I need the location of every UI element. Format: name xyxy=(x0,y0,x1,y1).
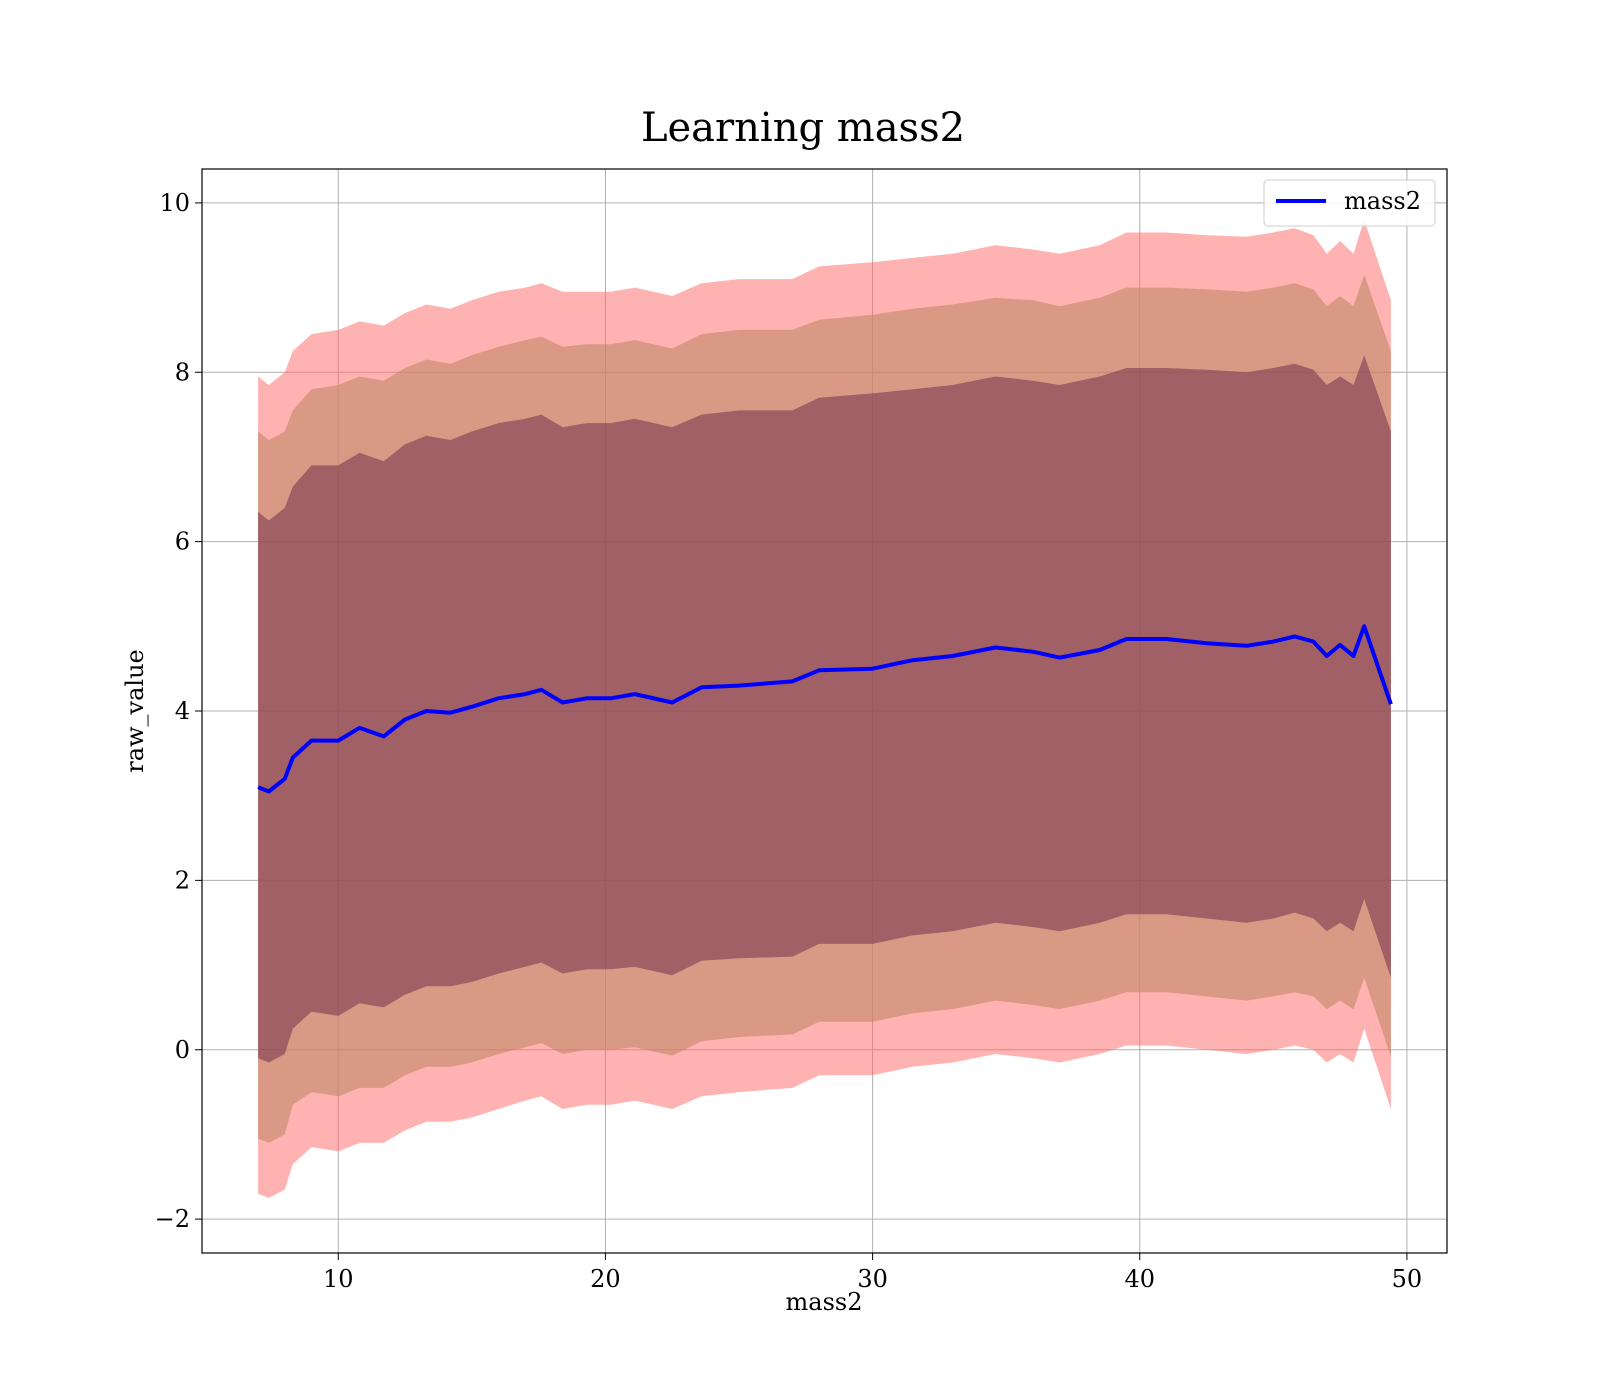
x-tick-label: 40 xyxy=(1124,1265,1155,1293)
x-tick-label: 50 xyxy=(1392,1265,1423,1293)
legend: mass2 xyxy=(1263,179,1436,227)
series-line-mass2 xyxy=(257,624,1393,794)
x-tick-label: 30 xyxy=(857,1265,888,1293)
chart-title: Learning mass2 xyxy=(641,105,965,151)
x-tick-label: 10 xyxy=(323,1265,354,1293)
series-lines xyxy=(257,624,1393,794)
y-tick-label: 2 xyxy=(175,866,190,894)
y-tick-label: 8 xyxy=(175,358,190,386)
y-tick-label: 0 xyxy=(175,1036,190,1064)
legend-label-mass2: mass2 xyxy=(1344,187,1421,215)
confidence-band-3 xyxy=(258,355,1391,1063)
y-tick-label: 6 xyxy=(175,528,190,556)
x-tick-label: 20 xyxy=(590,1265,621,1293)
y-tick-label: 10 xyxy=(159,189,190,217)
y-axis-label: raw_value xyxy=(121,649,149,773)
uncertainty-bands xyxy=(258,219,1391,1199)
axis-ticks: 10 20 30 40 50 −2 0 2 4 6 8 10 xyxy=(155,189,1423,1293)
y-tick-label: 4 xyxy=(175,697,190,725)
x-axis-label: mass2 xyxy=(786,1288,863,1316)
y-tick-label: −2 xyxy=(155,1205,190,1233)
legend-box xyxy=(1263,179,1436,227)
